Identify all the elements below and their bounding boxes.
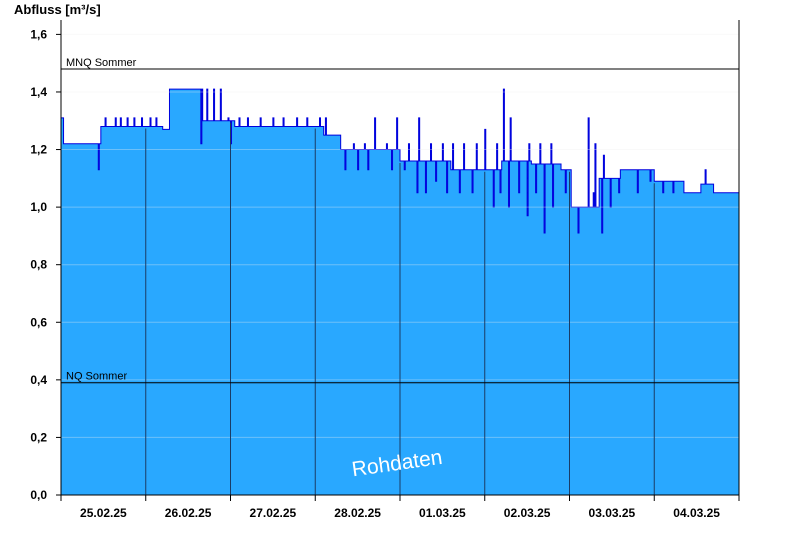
x-tick-label: 28.02.25 [334,506,381,520]
y-tick-label: 0,0 [30,488,47,502]
reference-line-label: MNQ Sommer [66,57,137,69]
x-tick-label: 26.02.25 [165,506,212,520]
x-tick-label: 25.02.25 [80,506,127,520]
y-axis-title: Abfluss [m³/s] [14,2,101,17]
y-tick-label: 0,8 [30,258,47,272]
y-tick-label: 0,2 [30,430,47,444]
x-tick-label: 03.03.25 [589,506,636,520]
x-tick-label: 27.02.25 [250,506,297,520]
x-tick-label: 02.03.25 [504,506,551,520]
y-tick-label: 1,6 [30,27,47,41]
y-tick-label: 1,2 [30,143,47,157]
y-tick-labels: 0,0 0,2 0,4 0,6 0,8 1,0 1,2 1,4 1,6 [30,27,61,502]
y-tick-label: 1,0 [30,200,47,214]
y-tick-label: 1,4 [30,85,47,99]
y-tick-label: 0,4 [30,373,47,387]
x-tick-label: 04.03.25 [673,506,720,520]
x-tick-label: 01.03.25 [419,506,466,520]
reference-lines: MNQ Sommer NQ Sommer [61,57,739,384]
gridlines [61,33,739,495]
discharge-line [61,88,740,234]
y-tick-label: 0,6 [30,315,47,329]
reference-line-label: NQ Sommer [66,371,127,383]
x-tick-labels: 25.02.25 26.02.25 27.02.25 28.02.25 01.03.25… [60,495,740,520]
